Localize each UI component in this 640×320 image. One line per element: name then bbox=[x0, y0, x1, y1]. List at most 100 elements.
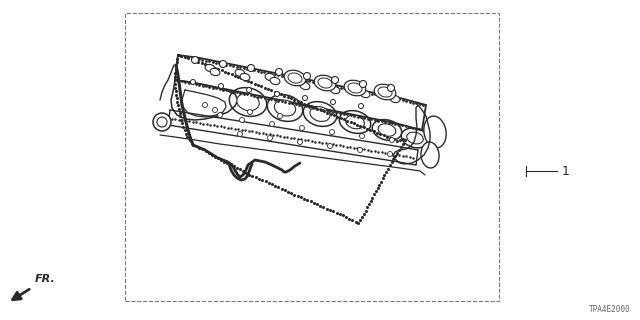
Point bbox=[380, 172, 390, 178]
Point bbox=[287, 75, 297, 80]
Point bbox=[188, 119, 198, 124]
Point bbox=[235, 65, 245, 70]
Point bbox=[176, 53, 186, 59]
Point bbox=[349, 88, 360, 93]
Point bbox=[273, 90, 283, 95]
Point bbox=[232, 64, 242, 69]
Point bbox=[273, 98, 284, 103]
Point bbox=[385, 163, 395, 168]
Circle shape bbox=[298, 140, 303, 145]
Point bbox=[200, 58, 211, 63]
Point bbox=[233, 75, 243, 80]
Point bbox=[291, 101, 301, 107]
Point bbox=[269, 72, 280, 77]
Point bbox=[208, 85, 218, 90]
Point bbox=[329, 113, 339, 118]
Point bbox=[170, 81, 180, 86]
Point bbox=[173, 52, 183, 58]
Point bbox=[194, 57, 204, 62]
Ellipse shape bbox=[235, 69, 245, 76]
Point bbox=[261, 131, 271, 136]
Point bbox=[219, 159, 229, 164]
Point bbox=[349, 145, 359, 150]
Point bbox=[270, 183, 280, 188]
Point bbox=[175, 114, 186, 119]
Point bbox=[263, 96, 273, 101]
Point bbox=[304, 79, 314, 84]
Point bbox=[177, 118, 187, 123]
Point bbox=[312, 106, 323, 111]
Point bbox=[356, 146, 366, 151]
Point bbox=[179, 124, 189, 129]
Ellipse shape bbox=[295, 78, 305, 86]
Point bbox=[236, 76, 246, 81]
Circle shape bbox=[387, 151, 392, 156]
Point bbox=[251, 175, 261, 180]
Bar bbox=[125, 13, 499, 301]
Circle shape bbox=[191, 57, 198, 63]
Circle shape bbox=[300, 125, 305, 131]
Circle shape bbox=[218, 84, 223, 89]
Point bbox=[221, 62, 232, 67]
Point bbox=[180, 79, 191, 84]
Point bbox=[385, 135, 396, 140]
Point bbox=[170, 74, 180, 79]
Point bbox=[184, 119, 194, 124]
Point bbox=[180, 118, 191, 124]
Point bbox=[207, 64, 217, 69]
Point bbox=[374, 182, 385, 187]
Point bbox=[308, 105, 318, 110]
Point bbox=[298, 77, 308, 83]
Point bbox=[250, 130, 260, 135]
Point bbox=[216, 68, 227, 73]
Point bbox=[332, 114, 342, 119]
Point bbox=[177, 53, 187, 58]
Point bbox=[254, 130, 264, 135]
Point bbox=[296, 137, 307, 142]
Point bbox=[280, 74, 291, 79]
Circle shape bbox=[360, 133, 365, 139]
Point bbox=[180, 54, 190, 60]
Point bbox=[365, 127, 376, 132]
Point bbox=[342, 144, 352, 149]
Point bbox=[381, 169, 391, 174]
Point bbox=[373, 149, 383, 154]
Point bbox=[279, 93, 289, 98]
Point bbox=[225, 88, 236, 93]
Point bbox=[353, 88, 363, 93]
Point bbox=[239, 66, 249, 71]
Circle shape bbox=[153, 113, 171, 131]
Point bbox=[198, 147, 208, 152]
Point bbox=[198, 121, 208, 126]
Ellipse shape bbox=[344, 80, 366, 96]
Point bbox=[184, 137, 195, 142]
Point bbox=[324, 141, 334, 146]
Point bbox=[271, 133, 282, 138]
Point bbox=[339, 117, 349, 122]
Point bbox=[209, 154, 220, 159]
Point bbox=[369, 192, 380, 197]
Point bbox=[321, 108, 332, 113]
Point bbox=[317, 140, 328, 145]
Circle shape bbox=[330, 130, 335, 134]
Point bbox=[163, 116, 173, 121]
Point bbox=[401, 124, 411, 129]
Point bbox=[360, 208, 371, 213]
Point bbox=[401, 154, 412, 159]
Point bbox=[312, 202, 322, 207]
Point bbox=[390, 96, 401, 101]
Point bbox=[335, 110, 346, 116]
Ellipse shape bbox=[339, 111, 371, 133]
Point bbox=[372, 185, 383, 190]
Point bbox=[302, 197, 312, 203]
Point bbox=[414, 127, 424, 132]
Point bbox=[232, 90, 242, 95]
Point bbox=[246, 80, 257, 85]
Point bbox=[183, 54, 193, 60]
Point bbox=[380, 94, 390, 99]
Point bbox=[197, 83, 207, 88]
Point bbox=[291, 76, 301, 81]
Point bbox=[380, 150, 390, 155]
Point bbox=[210, 65, 220, 70]
Circle shape bbox=[332, 76, 339, 84]
